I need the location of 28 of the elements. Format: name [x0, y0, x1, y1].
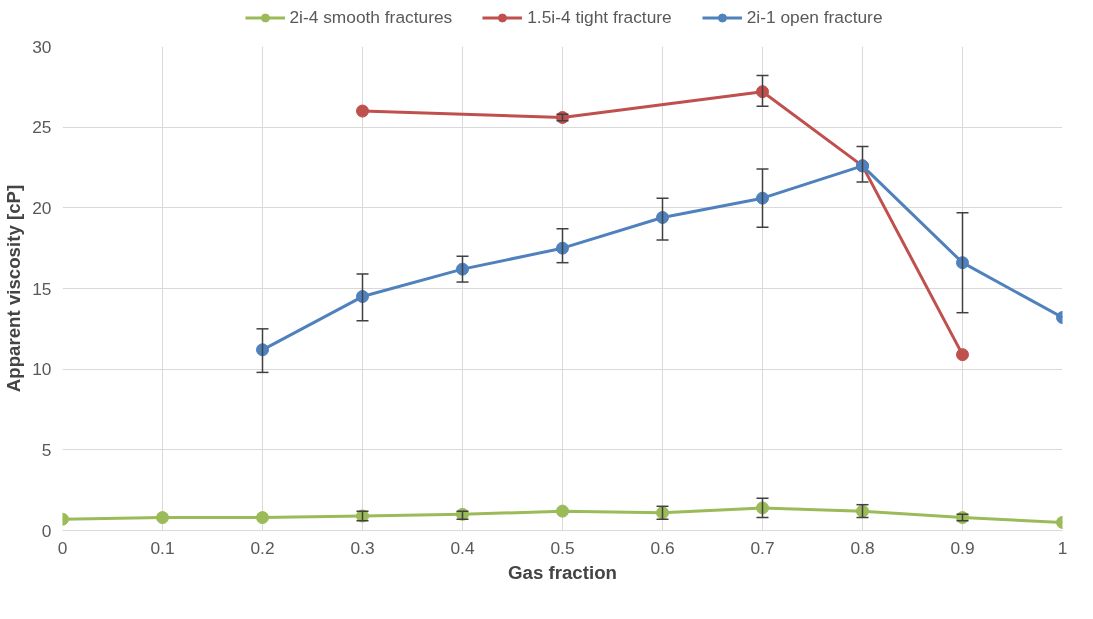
x-tick-label: 0.6: [650, 537, 675, 558]
y-tick-label: 15: [32, 278, 52, 299]
x-tick-label: 0.4: [450, 537, 475, 558]
x-tick-label: 1: [1057, 537, 1068, 558]
y-tick-label: 5: [41, 439, 52, 460]
x-tick-label: 0.8: [850, 537, 875, 558]
y-axis-title: Apparent viscosity [cP]: [3, 184, 25, 393]
point: [556, 504, 569, 518]
x-tick-label: 0: [57, 537, 68, 558]
y-tick-label: 0: [41, 520, 52, 541]
point: [256, 511, 269, 525]
x-tick-label: 0.1: [150, 537, 175, 558]
legend-label: 2i-4 smooth fractures: [289, 6, 453, 28]
y-tick-label: 25: [32, 117, 52, 138]
x-tick-label: 0.3: [350, 537, 375, 558]
y-tick-label: 20: [32, 197, 52, 218]
x-axis-title: Gas fraction: [508, 561, 617, 583]
x-tick-label: 0.5: [550, 537, 575, 558]
x-tick-label: 0.9: [950, 537, 975, 558]
y-tick-label: 10: [32, 359, 52, 380]
x-tick-label: 0.7: [750, 537, 775, 558]
point: [356, 104, 369, 118]
legend-label: 1.5i-4 tight fracture: [527, 6, 672, 28]
point: [956, 348, 969, 362]
point: [156, 511, 169, 525]
x-tick-label: 0.2: [250, 537, 275, 558]
y-tick-label: 30: [32, 36, 52, 57]
legend-label: 2i-1 open fracture: [746, 6, 883, 28]
